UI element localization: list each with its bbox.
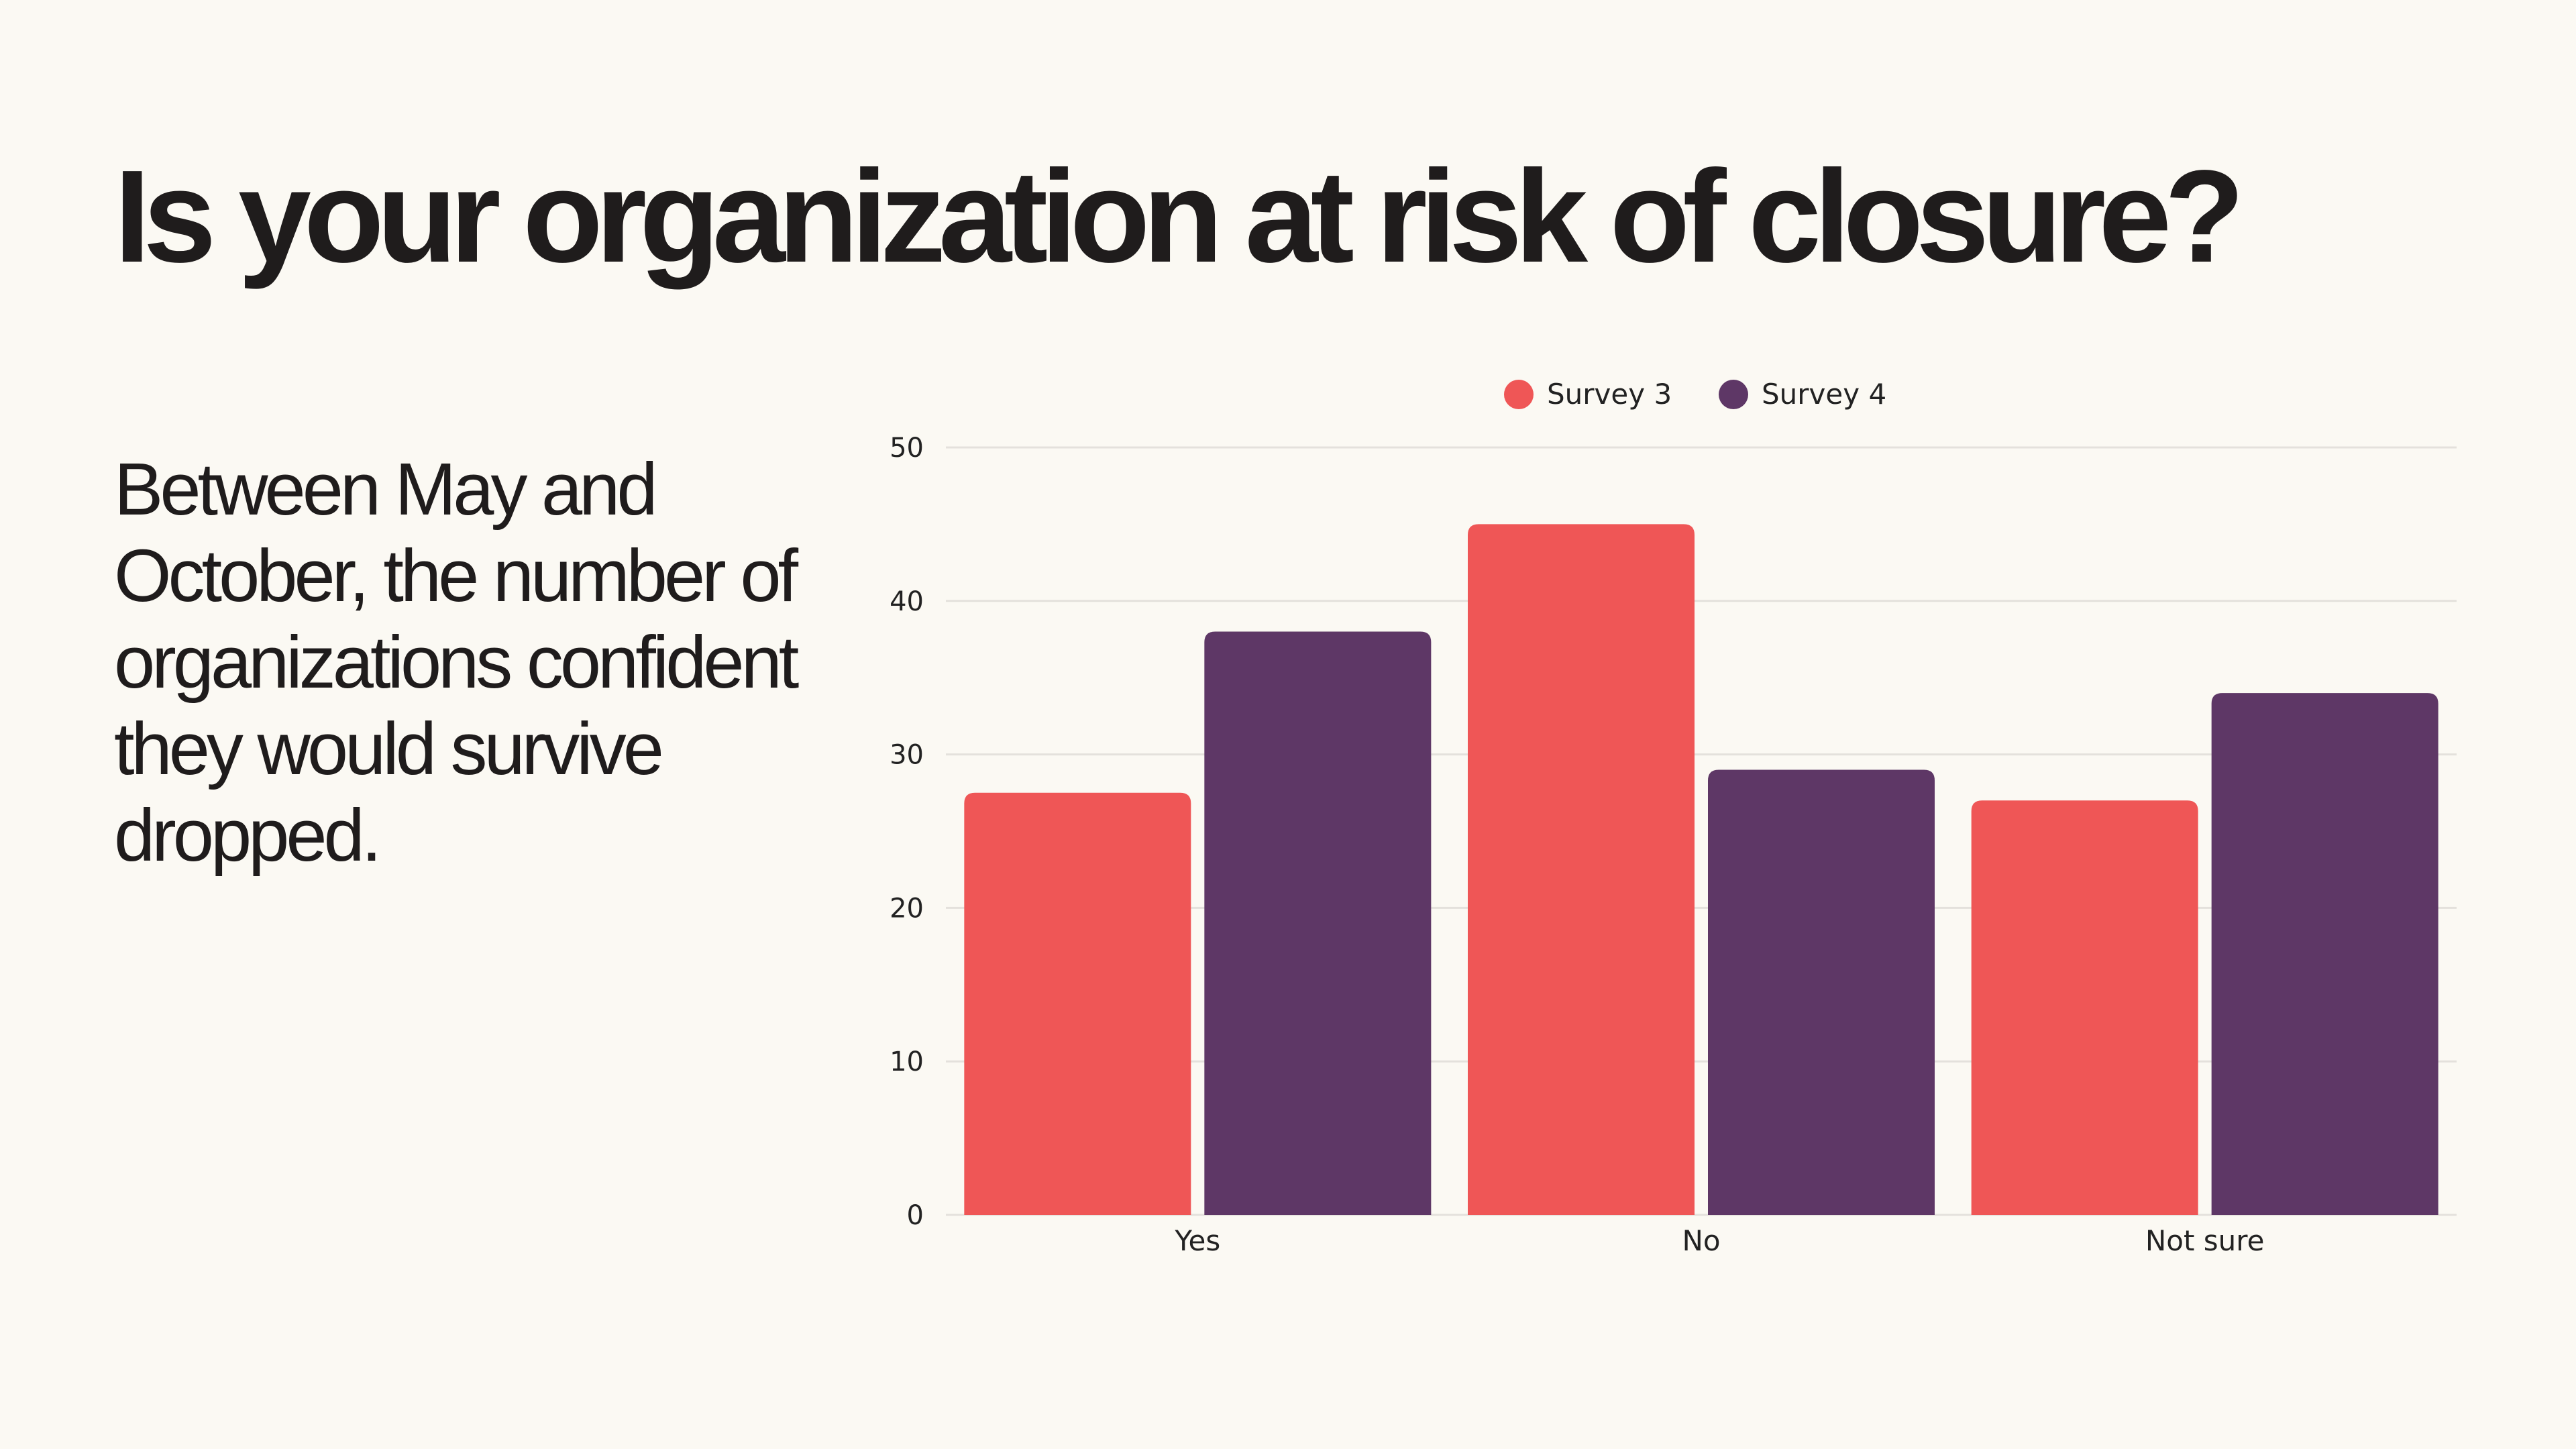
slide-subtitle: Between May and October, the number of o… — [114, 448, 799, 877]
x-tick-label-no: No — [1682, 1224, 1720, 1257]
slide-title: Is your organization at risk of closure? — [114, 143, 2245, 290]
x-axis-ticks: Yes No Not sure — [1174, 1224, 2264, 1257]
x-tick-label-yes: Yes — [1174, 1224, 1220, 1257]
gridlines — [946, 446, 2457, 1216]
legend-label-survey-3: Survey 3 — [1547, 378, 1672, 411]
y-tick-label: 50 — [890, 433, 924, 464]
x-tick-label-not-sure: Not sure — [2145, 1224, 2265, 1257]
bar-yes-survey-4 — [1204, 631, 1432, 1215]
legend-marker-survey-4 — [1719, 380, 1748, 409]
y-axis-ticks: 0 10 20 30 40 50 — [890, 433, 924, 1231]
y-tick-label: 30 — [890, 740, 924, 771]
y-tick-label: 20 — [890, 893, 924, 924]
legend-label-survey-4: Survey 4 — [1762, 378, 1886, 411]
y-tick-label: 40 — [890, 586, 924, 617]
bar-not-sure-survey-4 — [2211, 693, 2438, 1215]
y-tick-label: 10 — [890, 1046, 924, 1077]
bar-yes-survey-3 — [964, 792, 1191, 1215]
bar-not-sure-survey-3 — [1971, 800, 2198, 1215]
bar-no-survey-4 — [1708, 769, 1935, 1215]
bar-no-survey-3 — [1468, 524, 1695, 1215]
y-tick-label: 0 — [907, 1200, 924, 1231]
legend: Survey 3 Survey 4 — [1504, 378, 1886, 411]
bars — [964, 524, 2438, 1215]
legend-marker-survey-3 — [1504, 380, 1534, 409]
